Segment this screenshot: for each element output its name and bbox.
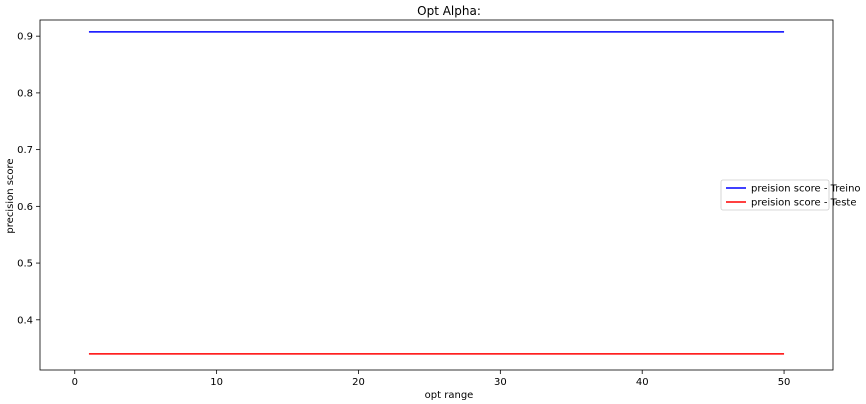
y-axis-label: precision score — [5, 158, 16, 233]
y-tick-label: 0.7 — [17, 145, 33, 156]
y-tick-label: 0.8 — [17, 88, 33, 99]
x-axis: 0 10 20 30 40 50 — [72, 370, 791, 388]
x-tick-label: 20 — [352, 377, 365, 388]
x-tick-label: 0 — [72, 377, 78, 388]
plot-area — [39, 19, 834, 371]
y-tick-label: 0.5 — [17, 259, 33, 270]
y-axis: 0.4 0.5 0.6 0.7 0.8 0.9 — [17, 32, 40, 326]
legend-label: preision score - Treino — [751, 184, 861, 195]
legend: preision score - Treino preision score - … — [720, 179, 861, 211]
x-tick-label: 40 — [636, 377, 649, 388]
y-tick-label: 0.9 — [17, 32, 33, 43]
x-tick-label: 30 — [494, 377, 507, 388]
legend-label: preision score - Teste — [751, 198, 856, 209]
y-tick-label: 0.6 — [17, 202, 33, 213]
x-tick-label: 10 — [210, 377, 223, 388]
y-tick-label: 0.4 — [17, 315, 33, 326]
chart-title: Opt Alpha: — [417, 4, 481, 18]
x-axis-label: opt range — [425, 390, 474, 401]
legend-box — [720, 179, 830, 211]
series-layer — [88, 31, 785, 355]
x-tick-label: 50 — [778, 377, 791, 388]
